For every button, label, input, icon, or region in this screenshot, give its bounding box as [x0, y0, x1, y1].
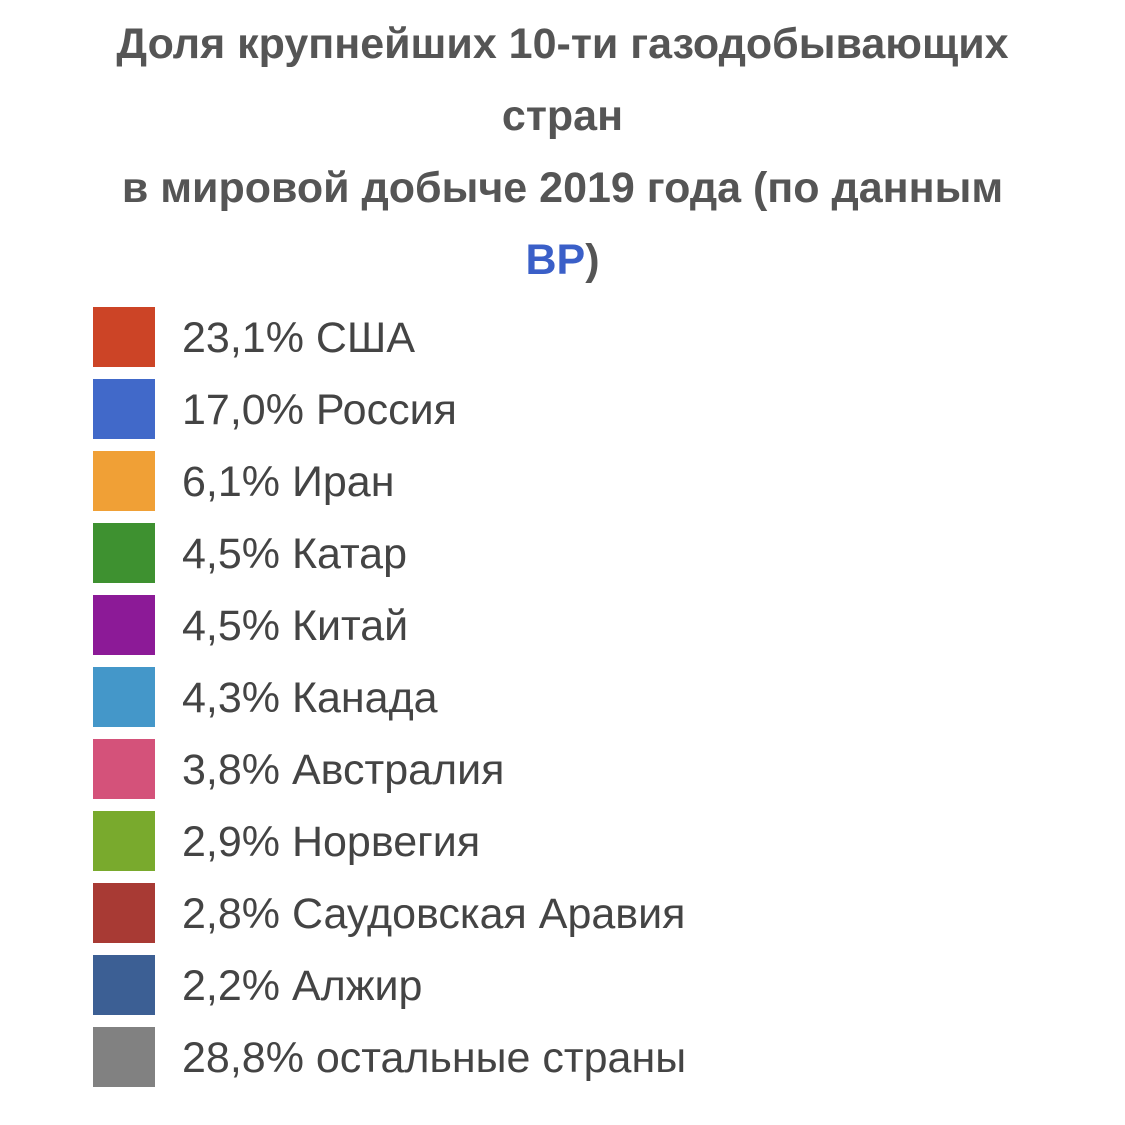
legend-item: 2,8% Саудовская Аравия	[93, 883, 1093, 943]
legend-label: 17,0% Россия	[182, 386, 457, 434]
legend-label: 4,5% Катар	[182, 530, 408, 578]
legend-label: 3,8% Австралия	[182, 746, 505, 794]
legend-item: 17,0% Россия	[93, 379, 1093, 439]
title-line-1: Доля крупнейших 10-ти газодобывающих	[116, 20, 1009, 68]
legend-item: 4,5% Китай	[93, 595, 1093, 655]
legend-item: 3,8% Австралия	[93, 739, 1093, 799]
bp-link[interactable]: BP	[525, 236, 586, 284]
legend-swatch	[93, 595, 155, 655]
legend-label: 2,8% Саудовская Аравия	[182, 890, 686, 938]
legend-label: 4,3% Канада	[182, 674, 438, 722]
legend-swatch	[93, 739, 155, 799]
legend-swatch	[93, 667, 155, 727]
legend-swatch	[93, 883, 155, 943]
legend-label: 2,9% Норвегия	[182, 818, 481, 866]
legend-label: 6,1% Иран	[182, 458, 395, 506]
chart-title: Доля крупнейших 10-ти газодобывающих стр…	[0, 8, 1125, 296]
legend-swatch	[93, 523, 155, 583]
legend-label: 28,8% остальные страны	[182, 1034, 687, 1082]
legend-item: 28,8% остальные страны	[93, 1027, 1093, 1087]
legend-item: 2,9% Норвегия	[93, 811, 1093, 871]
title-line-2: стран	[501, 92, 624, 140]
legend-item: 6,1% Иран	[93, 451, 1093, 511]
legend-swatch	[93, 379, 155, 439]
title-line-3: в мировой добыче 2019 года (по данным	[121, 164, 1004, 212]
legend-label: 4,5% Китай	[182, 602, 409, 650]
title-line-4-suffix: )	[585, 236, 600, 284]
legend-label: 2,2% Алжир	[182, 962, 423, 1010]
legend-swatch	[93, 1027, 155, 1087]
legend-swatch	[93, 955, 155, 1015]
legend-item: 2,2% Алжир	[93, 955, 1093, 1015]
legend-item: 23,1% США	[93, 307, 1093, 367]
legend-swatch	[93, 451, 155, 511]
title-line-4: BP)	[0, 224, 1125, 296]
legend-item: 4,5% Катар	[93, 523, 1093, 583]
legend-swatch	[93, 307, 155, 367]
legend-item: 4,3% Канада	[93, 667, 1093, 727]
legend-label: 23,1% США	[182, 314, 416, 362]
legend-swatch	[93, 811, 155, 871]
